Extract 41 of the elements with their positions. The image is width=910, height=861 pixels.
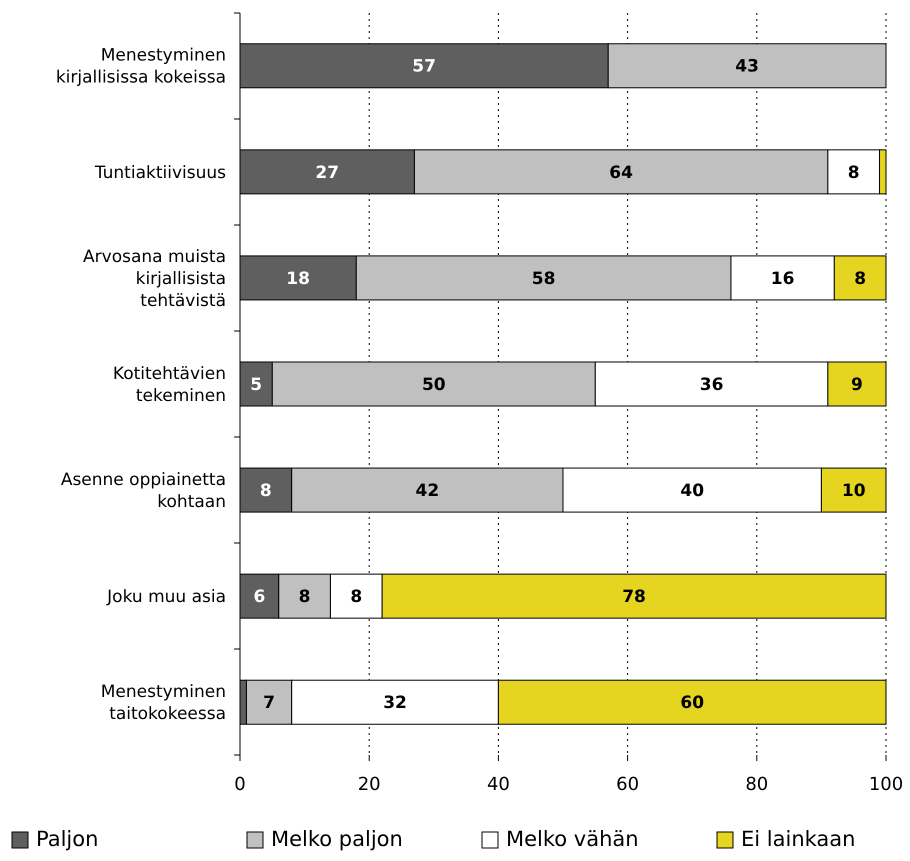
x-tick-label: 80 <box>745 774 768 795</box>
data-label: 32 <box>383 693 407 714</box>
data-label: 43 <box>735 56 759 77</box>
data-label: 42 <box>416 481 440 502</box>
data-label: 6 <box>253 587 266 608</box>
y-tick-label: Asenne oppiainetta kohtaan <box>60 470 226 512</box>
data-label: 8 <box>848 162 860 183</box>
data-label: 27 <box>315 162 340 183</box>
data-label: 8 <box>854 268 866 289</box>
data-label: 8 <box>350 587 362 608</box>
legend-label: Paljon <box>36 827 98 851</box>
data-label: 40 <box>680 481 704 502</box>
data-label: 50 <box>422 374 446 395</box>
legend-label: Melko vähän <box>506 827 639 851</box>
y-tick-label: Kotitehtävien tekeminen <box>112 364 226 406</box>
x-tick-label: 20 <box>358 774 381 795</box>
data-label: 10 <box>842 481 866 502</box>
x-tick-label: 40 <box>486 774 510 795</box>
data-label: 78 <box>622 587 646 608</box>
data-label: 8 <box>260 481 272 502</box>
data-label: 58 <box>532 268 556 289</box>
data-label: 36 <box>700 374 724 395</box>
data-label: 5 <box>250 374 262 395</box>
data-label: 64 <box>609 162 634 183</box>
data-label: 18 <box>286 268 310 289</box>
legend-label: Melko paljon <box>271 827 403 851</box>
data-label: 8 <box>298 587 311 608</box>
y-tick-label: Menestyminen kirjallisissa kokeissa <box>56 46 226 88</box>
x-tick-label: 60 <box>616 774 640 795</box>
data-label: 16 <box>770 268 794 289</box>
data-label: 7 <box>263 693 275 714</box>
x-tick-label: 0 <box>234 774 246 795</box>
data-label: 9 <box>851 374 863 395</box>
x-tick-label: 100 <box>868 774 904 795</box>
y-tick-label: Arvosana muista kirjallisista tehtävistä <box>83 246 226 311</box>
y-tick-label: Menestyminen taitokokeessa <box>100 682 226 724</box>
data-label: 57 <box>412 56 436 77</box>
data-label: 60 <box>680 693 704 714</box>
legend-label: Ei lainkaan <box>741 827 856 851</box>
y-tick-label: Joku muu asia <box>106 587 226 608</box>
y-tick-label: Tuntiaktiivisuus <box>94 162 226 183</box>
